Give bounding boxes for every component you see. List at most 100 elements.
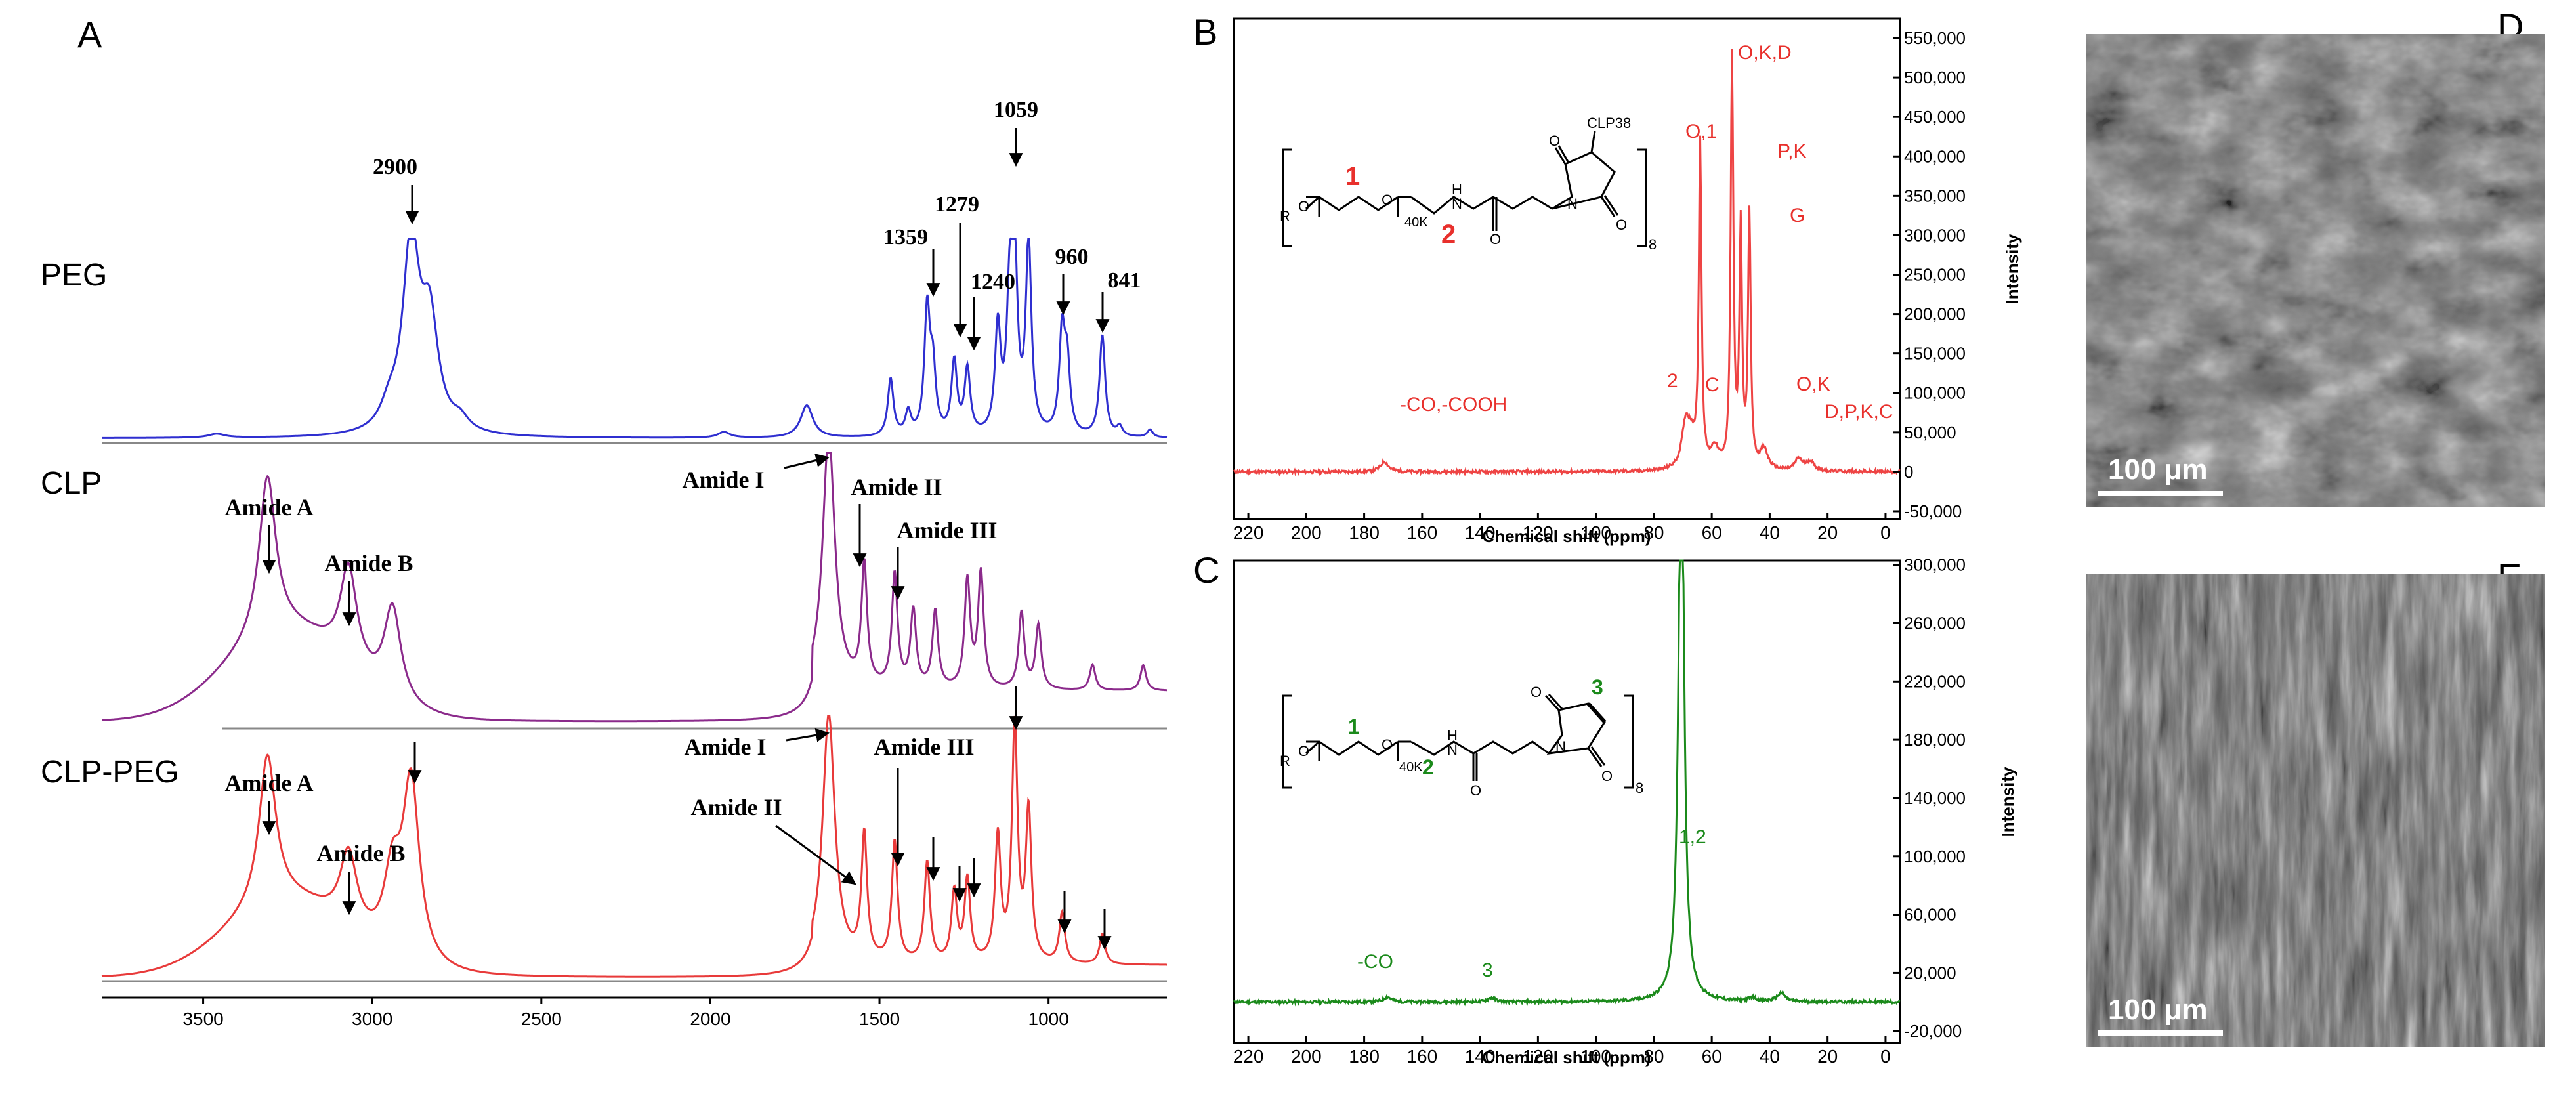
sem-e-scale-bar xyxy=(2098,1030,2223,1036)
nmr-y-tick-label: 140,000 xyxy=(1904,788,1966,808)
c-ring-co-1 xyxy=(1544,693,1563,711)
clp-amide-b-label: Amide B xyxy=(325,550,413,576)
b-struct-o1: O xyxy=(1298,198,1309,215)
nmr-x-tick-label: 80 xyxy=(1643,1046,1664,1066)
nmr-y-tick-label: 200,000 xyxy=(1904,305,1966,324)
nmr-x-tick-label: 140 xyxy=(1465,522,1496,543)
panel-letter-a: A xyxy=(77,14,102,55)
nmr-x-tick-label: 180 xyxy=(1349,522,1380,543)
nmr-x-tick-label: 120 xyxy=(1523,1046,1553,1066)
nmr-y-tick-label: 50,000 xyxy=(1904,423,1956,442)
nmr-x-tick-label: 220 xyxy=(1233,522,1264,543)
nmr-x-tick-label: 220 xyxy=(1233,1046,1264,1066)
sem-texture-d xyxy=(2086,34,2545,507)
c-peak-label-co: -CO xyxy=(1357,951,1393,973)
nmr-x-tick-label: 40 xyxy=(1760,1046,1780,1066)
panel-c-y-label: Intensity xyxy=(1998,767,2017,837)
nmr-x-tick-label: 140 xyxy=(1465,1046,1496,1066)
b-peak-label-2: 2 xyxy=(1667,370,1678,392)
nmr-y-tick-label: 400,000 xyxy=(1904,146,1966,166)
b-peak-label-g: G xyxy=(1790,205,1805,226)
c-struct-label-3: 3 xyxy=(1592,675,1603,699)
clp-annotations: Amide A Amide B Amide I Amide II Amide I… xyxy=(225,454,998,627)
b-ring-co-1 xyxy=(1554,145,1570,165)
b-peak-label-dpkc: D,P,K,C xyxy=(1825,401,1893,423)
series-label-clp: CLP xyxy=(41,466,102,501)
b-struct-label-1: 1 xyxy=(1345,162,1360,191)
panel-a-x-tick-label: 3000 xyxy=(352,1009,392,1029)
nmr-x-tick-label: 200 xyxy=(1291,522,1322,543)
c-struct-o2: O xyxy=(1382,736,1393,753)
nmr-y-tick-label: 350,000 xyxy=(1904,186,1966,205)
sem-d-scale-label: 100 μm xyxy=(2108,454,2208,486)
clp-amide-a-label: Amide A xyxy=(225,494,314,520)
panel-c-structure-text: R O O H N O N O O 1 2 3 40K 8 xyxy=(1280,675,1643,799)
b-struct-o5: O xyxy=(1616,217,1627,233)
panel-a-x-tick-label: 1500 xyxy=(859,1009,900,1029)
nmr-y-tick-label: 0 xyxy=(1904,462,1913,482)
c-peak-label-3: 3 xyxy=(1482,960,1493,981)
b-struct-8: 8 xyxy=(1649,236,1657,253)
c-paren-left xyxy=(1306,740,1320,761)
b-struct-clp38: CLP38 xyxy=(1587,115,1631,131)
nmr-x-tick-label: 180 xyxy=(1349,1046,1380,1066)
panel-d: D 100 μm xyxy=(2086,6,2545,507)
nmr-x-tick-label: 200 xyxy=(1291,1046,1322,1066)
clp-peg-annotations: Amide A Amide B Amide I Amide III Amide … xyxy=(225,686,1112,950)
panel-a-x-tick-label: 3500 xyxy=(182,1009,223,1029)
panel-c-y-ticks: 300,000 260,000 220,000 180,000 140,000 100,0… xyxy=(1893,555,1966,1041)
clp-peg-spectrum xyxy=(101,715,1167,978)
peg-annotations: 2900 1059 1359 1279 1240 960 841 xyxy=(373,98,1141,351)
nmr-x-tick-label: 120 xyxy=(1523,522,1553,543)
panel-b-spectrum xyxy=(1233,49,1901,477)
c-struct-40k: 40K xyxy=(1399,760,1423,774)
b-paren-right xyxy=(1397,196,1411,217)
nmr-y-tick-label: -50,000 xyxy=(1904,501,1962,521)
nmr-y-tick-label: -20,000 xyxy=(1904,1021,1962,1041)
peg-peak-2900-label: 2900 xyxy=(373,155,417,179)
panel-a-x-tick-label: 1000 xyxy=(1028,1009,1069,1029)
nmr-y-tick-label: 450,000 xyxy=(1904,107,1966,127)
b-clp-bond xyxy=(1590,131,1596,153)
sem-e-scale-label: 100 μm xyxy=(2108,994,2208,1026)
nmr-y-tick-label: 300,000 xyxy=(1904,225,1966,245)
nmr-y-tick-label: 250,000 xyxy=(1904,265,1966,285)
clp-peg-amide-i-label: Amide I xyxy=(685,734,767,760)
nmr-x-tick-label: 60 xyxy=(1702,1046,1722,1066)
nmr-y-tick-label: 260,000 xyxy=(1904,613,1966,633)
c-struct-r: R xyxy=(1280,753,1290,769)
c-struct-label-1: 1 xyxy=(1348,715,1360,738)
c-struct-o4: O xyxy=(1531,684,1542,700)
b-struct-label-2: 2 xyxy=(1441,220,1456,249)
b-peak-label-co: -CO,-COOH xyxy=(1400,394,1507,415)
clp-amide-iii-label: Amide III xyxy=(897,517,997,543)
b-peak-label-pk: P,K xyxy=(1777,140,1807,162)
nmr-y-tick-label: 20,000 xyxy=(1904,963,1956,982)
panel-c-structure xyxy=(1282,693,1634,789)
c-struct-o5: O xyxy=(1601,768,1613,784)
sem-d-scale-bar xyxy=(2098,491,2223,496)
panel-c-frame xyxy=(1233,559,1901,1044)
panel-c-spectrum xyxy=(1233,559,1901,1007)
nmr-x-tick-label: 0 xyxy=(1880,1046,1891,1066)
nmr-x-tick-label: 20 xyxy=(1817,522,1838,543)
peg-peak-1279-label: 1279 xyxy=(935,192,979,217)
c-struct-o3: O xyxy=(1470,782,1481,799)
b-peak-label-c: C xyxy=(1705,374,1720,396)
panel-a-x-ticks: 3500 3000 2500 2000 1500 1000 xyxy=(182,998,1069,1029)
c-bracket-left xyxy=(1282,694,1292,789)
peg-peak-1240-label: 1240 xyxy=(971,270,1015,294)
peg-peak-1059-label: 1059 xyxy=(994,98,1038,122)
panel-letter-b: B xyxy=(1193,11,1217,53)
c-ring-co-2 xyxy=(1587,746,1606,767)
c-double-bond xyxy=(1586,702,1607,723)
clp-spectrum xyxy=(102,452,1167,723)
panel-b-y-label: Intensity xyxy=(2002,234,2022,304)
panel-letter-c: C xyxy=(1193,549,1219,591)
panel-a-x-tick-label: 2500 xyxy=(521,1009,562,1029)
c-peak-label-12: 1,2 xyxy=(1679,826,1706,848)
clp-peg-amide-ii-arrow xyxy=(775,824,856,885)
c-struct-label-2: 2 xyxy=(1422,755,1434,779)
sem-texture-e xyxy=(2086,574,2545,1047)
peg-peak-960-label: 960 xyxy=(1055,245,1089,269)
